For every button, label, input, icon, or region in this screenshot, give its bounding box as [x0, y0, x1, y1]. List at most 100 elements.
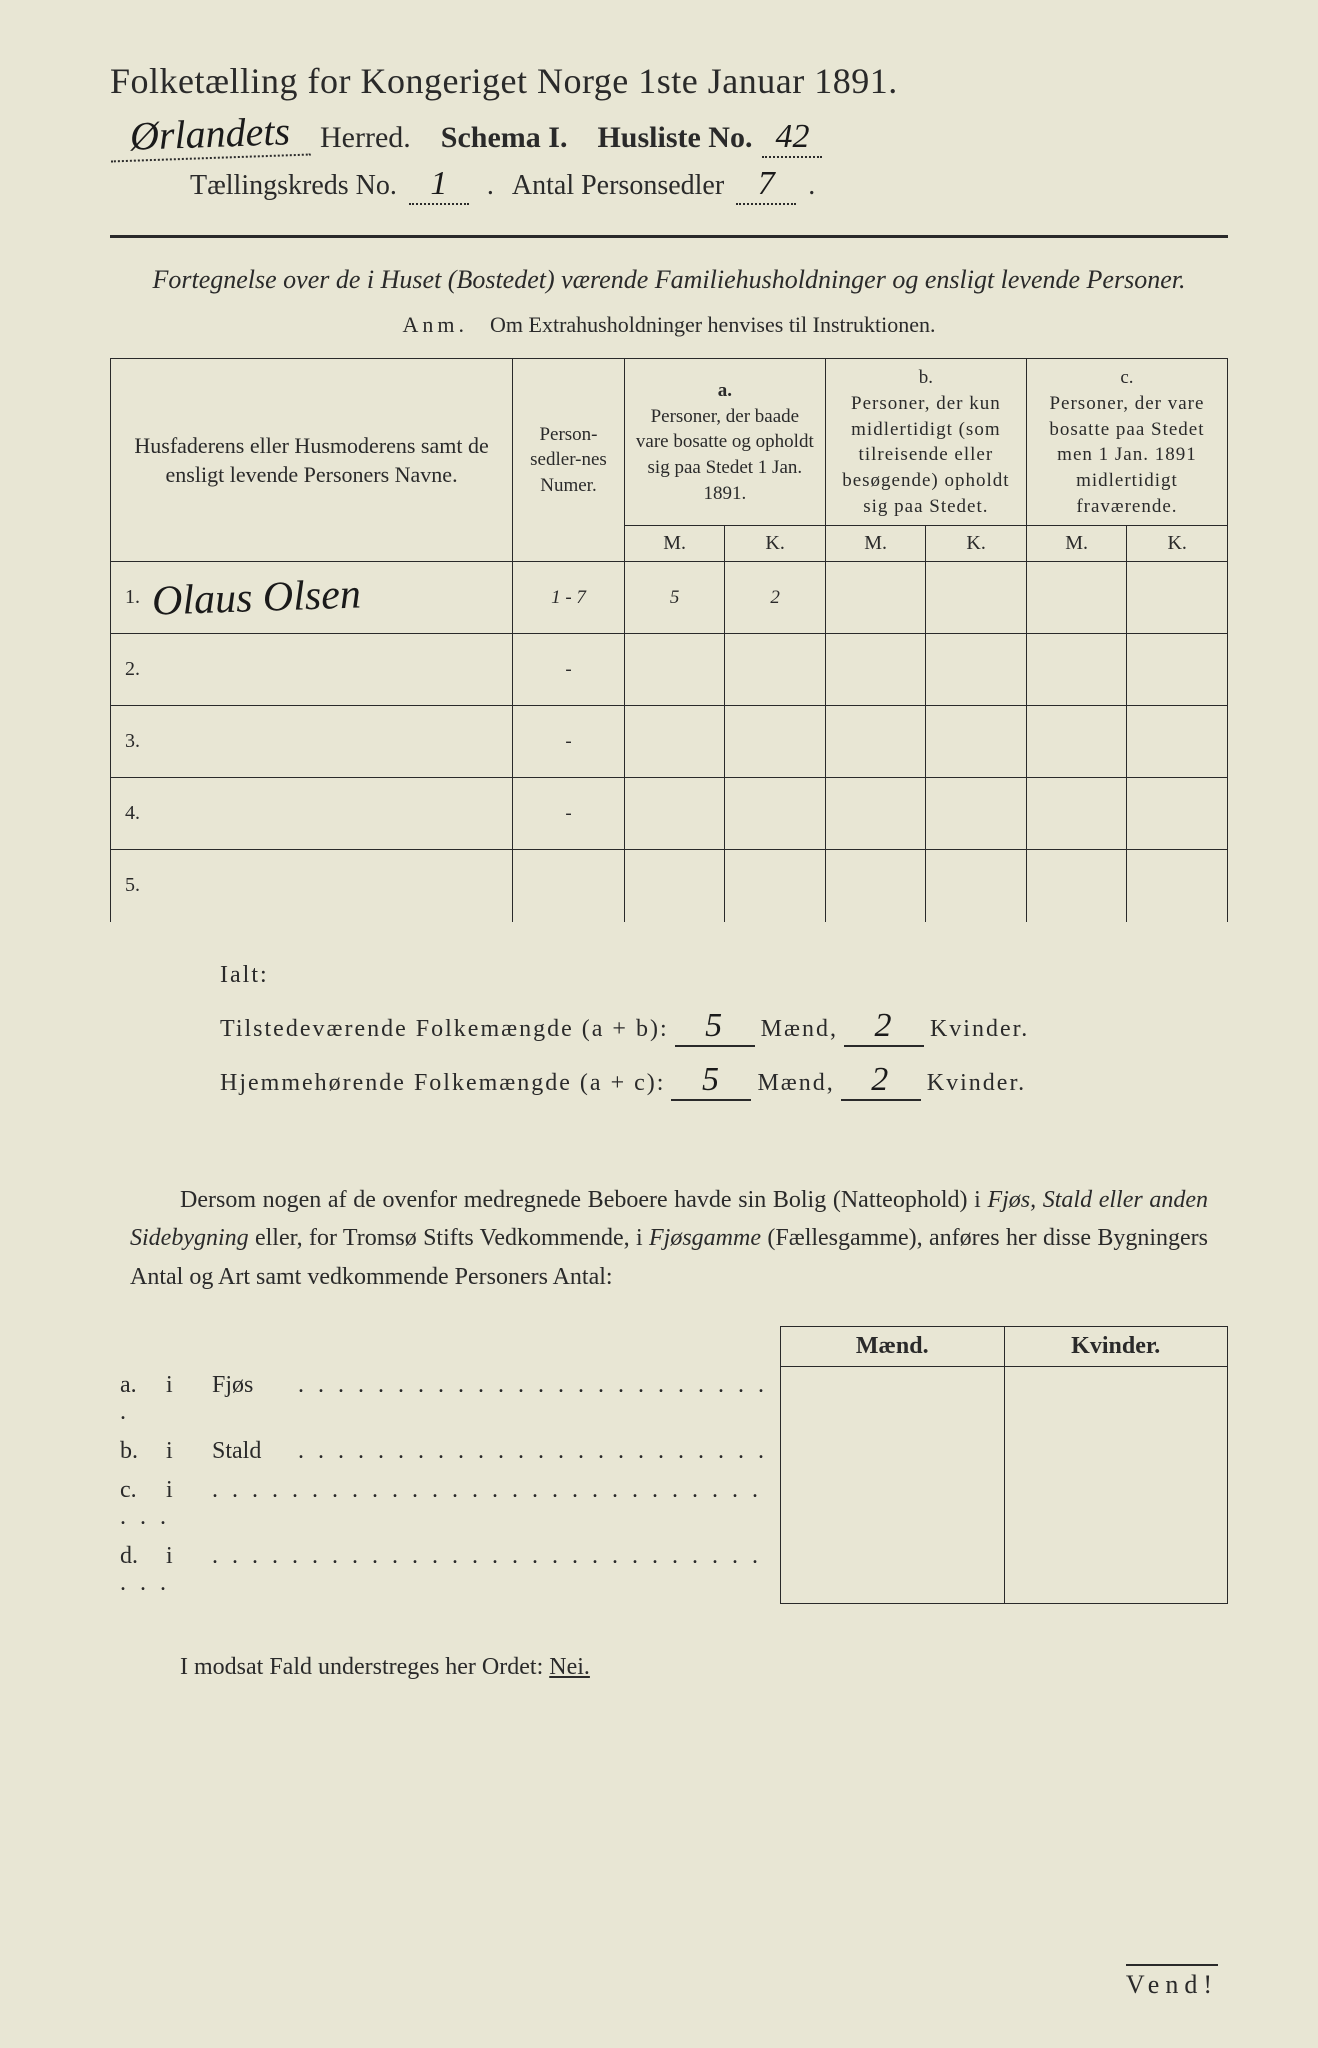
side-row: a. i Fjøs . . . . . . . . . . . . . . . … — [110, 1366, 1228, 1432]
table-body: 1. Olaus Olsen 1 - 7 5 2 2. - — [111, 562, 1228, 922]
side-building-table: Mænd. Kvinder. a. i Fjøs . . . . . . . .… — [110, 1326, 1228, 1604]
th-b-k: K. — [926, 526, 1027, 562]
divider — [110, 235, 1228, 238]
table-row: 1. Olaus Olsen 1 - 7 5 2 — [111, 562, 1228, 634]
herred-value: Ørlandets — [109, 107, 311, 163]
header-row-2: Ørlandets Herred. Schema I. Husliste No.… — [110, 110, 1228, 159]
cell-num: - — [513, 634, 625, 706]
cell-am — [624, 634, 725, 706]
summary-2-m: 5 — [671, 1061, 751, 1101]
side-k — [1004, 1537, 1228, 1603]
cell-ak — [725, 706, 826, 778]
side-m — [781, 1537, 1005, 1603]
cell-ak: 2 — [725, 562, 826, 634]
table-row: 3. - — [111, 706, 1228, 778]
side-k — [1004, 1366, 1228, 1432]
maend-label: Mænd, — [761, 1016, 838, 1043]
th-b-m: M. — [825, 526, 926, 562]
th-c: c. Personer, der vare bosatte paa Stedet… — [1026, 359, 1227, 526]
th-a-m: M. — [624, 526, 725, 562]
cell-bm — [825, 706, 926, 778]
kreds-value: 1 — [409, 165, 469, 205]
cell-bk — [926, 706, 1027, 778]
cell-name: 3. — [111, 706, 513, 778]
side-m — [781, 1366, 1005, 1432]
side-row: b. i Stald . . . . . . . . . . . . . . .… — [110, 1432, 1228, 1471]
census-form-page: Folketælling for Kongeriget Norge 1ste J… — [0, 0, 1318, 2048]
cell-bm — [825, 562, 926, 634]
schema-label: Schema I. — [441, 121, 568, 155]
side-m — [781, 1471, 1005, 1537]
side-label: b. i Stald . . . . . . . . . . . . . . .… — [110, 1432, 781, 1471]
summary-line-1: Tilstedeværende Folkemængde (a + b): 5 M… — [220, 1007, 1228, 1047]
herred-label: Herred. — [320, 121, 411, 155]
cell-bm — [825, 778, 926, 850]
cell-ck — [1127, 706, 1228, 778]
cell-name: 1. Olaus Olsen — [111, 562, 513, 634]
kvinder-label: Kvinder. — [927, 1070, 1026, 1097]
cell-name: 4. — [111, 778, 513, 850]
cell-bk — [926, 850, 1027, 922]
anm-prefix: Anm. — [403, 312, 469, 337]
th-c-m: M. — [1026, 526, 1127, 562]
side-row: c. i . . . . . . . . . . . . . . . . . .… — [110, 1471, 1228, 1537]
husliste-value: 42 — [762, 118, 822, 158]
cell-am — [624, 706, 725, 778]
summary-section: Ialt: Tilstedeværende Folkemængde (a + b… — [220, 962, 1228, 1101]
summary-2-k: 2 — [841, 1061, 921, 1101]
ialt-label: Ialt: — [220, 962, 1228, 989]
side-row: d. i . . . . . . . . . . . . . . . . . .… — [110, 1537, 1228, 1603]
side-th-k: Kvinder. — [1004, 1326, 1228, 1366]
cell-bk — [926, 778, 1027, 850]
summary-2-label: Hjemmehørende Folkemængde (a + c): — [220, 1070, 665, 1097]
cell-am — [624, 778, 725, 850]
table-row: 4. - — [111, 778, 1228, 850]
page-title: Folketælling for Kongeriget Norge 1ste J… — [110, 60, 1228, 102]
side-th-m: Mænd. — [781, 1326, 1005, 1366]
table-row: 2. - — [111, 634, 1228, 706]
side-k — [1004, 1432, 1228, 1471]
cell-cm — [1026, 706, 1127, 778]
th-a: a. Personer, der baade vare bosatte og o… — [624, 359, 825, 526]
side-label: a. i Fjøs . . . . . . . . . . . . . . . … — [110, 1366, 781, 1432]
anm-text: Om Extrahusholdninger henvises til Instr… — [490, 312, 935, 337]
summary-line-2: Hjemmehørende Folkemængde (a + c): 5 Mæn… — [220, 1061, 1228, 1101]
explanatory-paragraph: Dersom nogen af de ovenfor medregnede Be… — [130, 1181, 1208, 1296]
cell-ak — [725, 850, 826, 922]
cell-cm — [1026, 778, 1127, 850]
cell-ak — [725, 634, 826, 706]
cell-num: - — [513, 706, 625, 778]
cell-num: - — [513, 778, 625, 850]
th-name: Husfaderens eller Husmoderens samt de en… — [111, 359, 513, 562]
antal-value: 7 — [736, 165, 796, 205]
vend-footer: Vend! — [1126, 1964, 1218, 2000]
summary-1-k: 2 — [844, 1007, 924, 1047]
cell-ak — [725, 778, 826, 850]
cell-cm — [1026, 850, 1127, 922]
summary-1-m: 5 — [675, 1007, 755, 1047]
summary-1-label: Tilstedeværende Folkemængde (a + b): — [220, 1016, 669, 1043]
cell-bm — [825, 850, 926, 922]
cell-bm — [825, 634, 926, 706]
subtitle-italic: Fortegnelse over de i Huset (Bostedet) v… — [150, 262, 1188, 298]
side-k — [1004, 1471, 1228, 1537]
side-label: d. i . . . . . . . . . . . . . . . . . .… — [110, 1537, 781, 1603]
cell-ck — [1127, 778, 1228, 850]
th-c-k: K. — [1127, 526, 1228, 562]
header-row-3: Tællingskreds No. 1 . Antal Personsedler… — [190, 165, 1228, 205]
dot-sep: . — [487, 170, 494, 202]
th-b: b. Personer, der kun midlertidigt (som t… — [825, 359, 1026, 526]
maend-label: Mænd, — [757, 1070, 834, 1097]
nei-line: I modsat Fald understreges her Ordet: Ne… — [180, 1654, 1228, 1681]
husliste-label: Husliste No. — [597, 121, 752, 155]
dot-end: . — [808, 170, 815, 202]
cell-am: 5 — [624, 562, 725, 634]
cell-cm — [1026, 634, 1127, 706]
cell-ck — [1127, 562, 1228, 634]
side-m — [781, 1432, 1005, 1471]
anm-note: Anm. Om Extrahusholdninger henvises til … — [110, 312, 1228, 338]
cell-bk — [926, 562, 1027, 634]
th-num: Person-sedler-nes Numer. — [513, 359, 625, 562]
census-table: Husfaderens eller Husmoderens samt de en… — [110, 358, 1228, 921]
cell-cm — [1026, 562, 1127, 634]
